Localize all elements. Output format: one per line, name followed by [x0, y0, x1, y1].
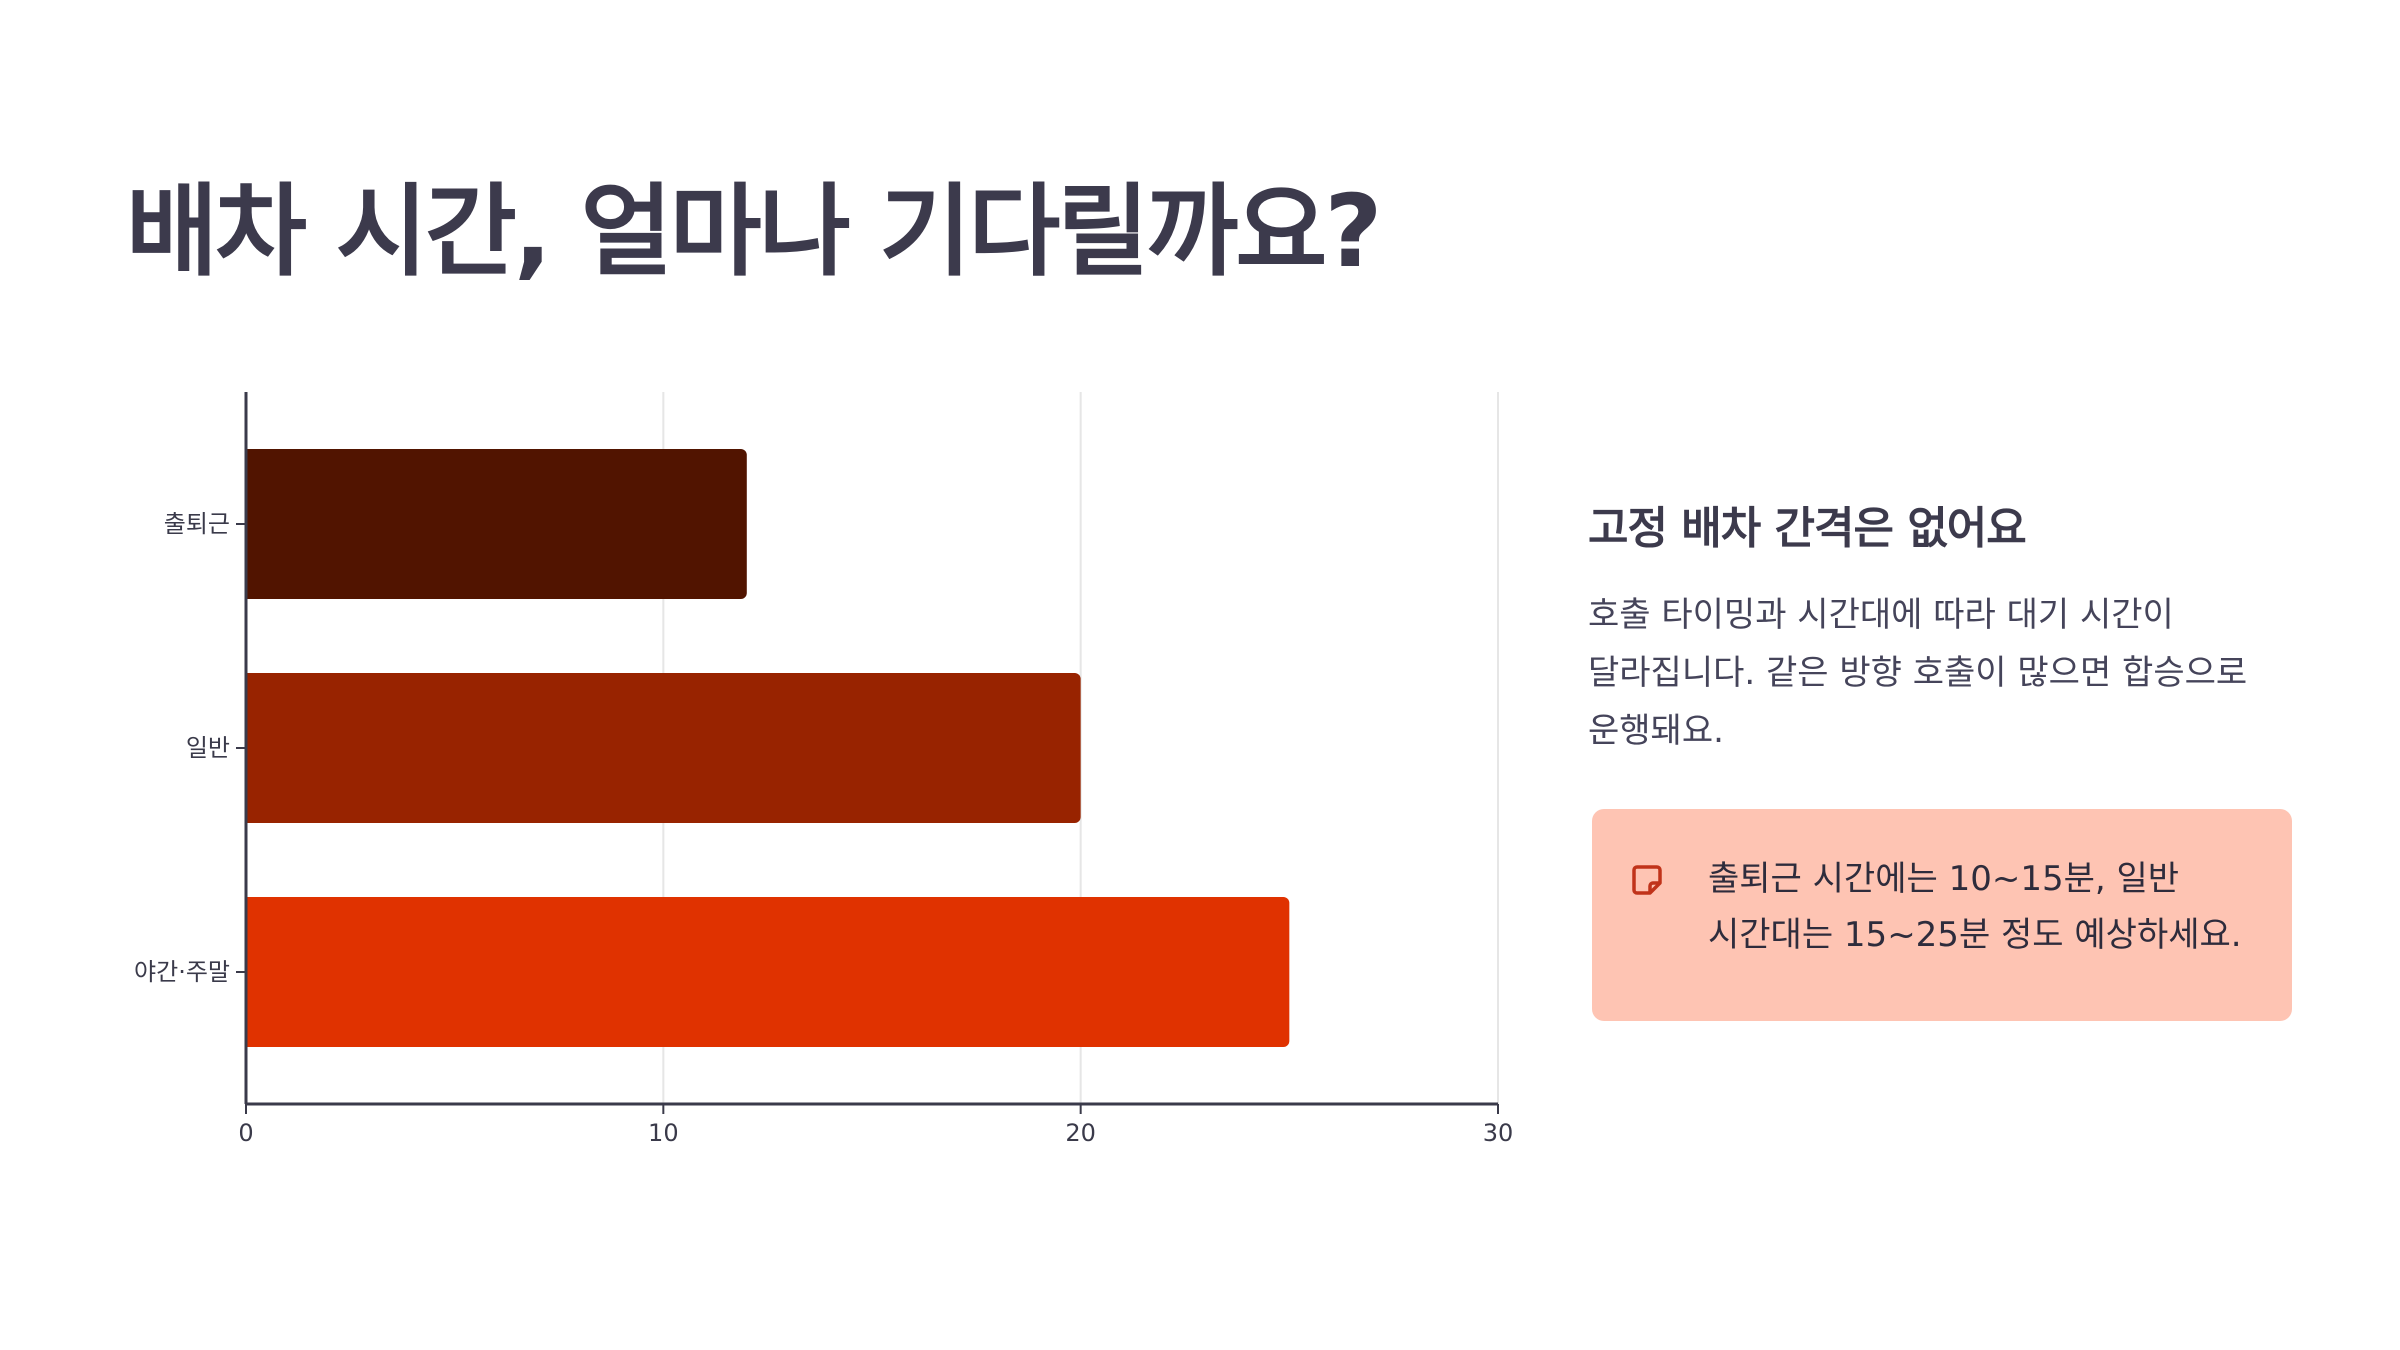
slide-title: 배차 시간, 얼마나 기다릴까요? — [126, 173, 1382, 290]
y-tick-label-0: 출퇴근 — [164, 510, 230, 538]
side-panel: 고정 배차 간격은 없어요 호출 타이밍과 시간대에 따라 대기 시간이 달라집… — [1588, 492, 2288, 760]
x-tick-label-3: 30 — [1483, 1119, 1514, 1147]
y-tick-label-1: 일반 — [186, 734, 230, 762]
bar-0 — [246, 449, 747, 599]
bar-edge-0 — [246, 449, 256, 599]
note-text: 출퇴근 시간에는 10~15분, 일반 시간대는 15~25분 정도 예상하세요… — [1708, 859, 2242, 955]
x-tick-label-2: 20 — [1065, 1119, 1096, 1147]
bar-edge-2 — [246, 897, 256, 1047]
side-body-text: 호출 타이밍과 시간대에 따라 대기 시간이 달라집니다. 같은 방향 호출이 … — [1588, 595, 2248, 751]
x-tick-label-1: 10 — [648, 1119, 679, 1147]
side-heading: 고정 배차 간격은 없어요 — [1588, 503, 2027, 554]
note-callout: 출퇴근 시간에는 10~15분, 일반 시간대는 15~25분 정도 예상하세요… — [1592, 809, 2292, 1021]
y-tick-label-2: 야간·주말 — [134, 958, 230, 986]
sticky-note-icon — [1632, 865, 1662, 895]
bar-2 — [246, 897, 1290, 1047]
x-tick-label-0: 0 — [238, 1119, 253, 1147]
bar-edge-1 — [246, 673, 256, 823]
bar-1 — [246, 673, 1081, 823]
